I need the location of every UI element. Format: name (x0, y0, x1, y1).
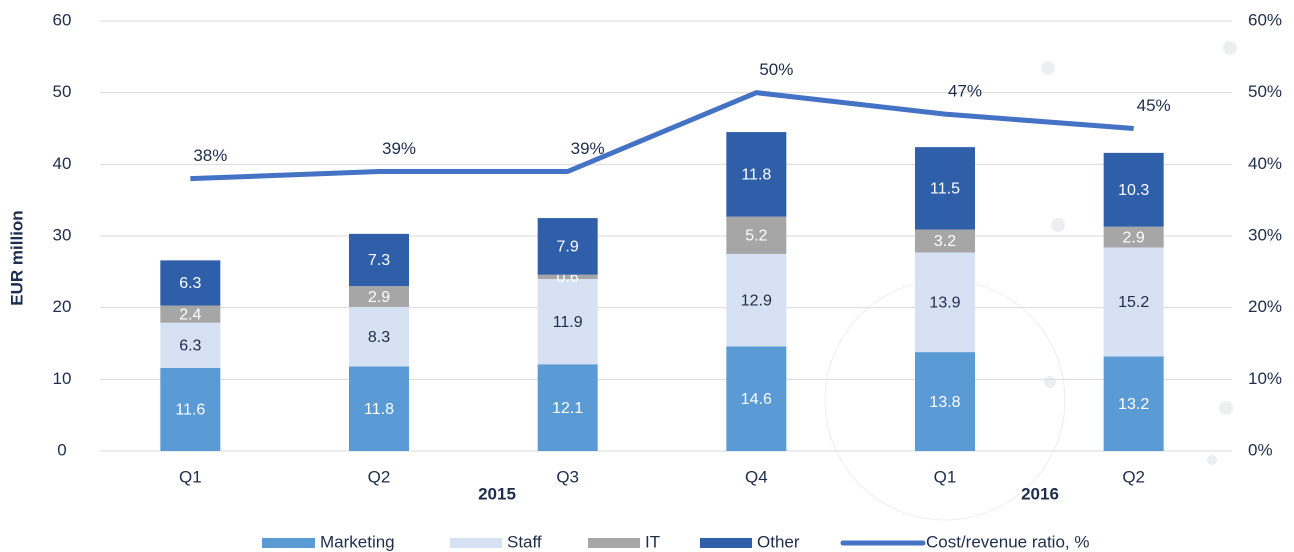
data-label: 2.9 (368, 289, 390, 306)
line-label: 45% (1137, 96, 1171, 115)
y2-tick-label: 0% (1248, 440, 1273, 459)
line-label: 38% (193, 146, 227, 165)
bar-segment (160, 322, 221, 368)
bar-segment (537, 279, 598, 365)
data-label: 11.5 (930, 181, 960, 198)
y2-tick-label: 60% (1248, 10, 1282, 29)
data-label: 11.6 (175, 402, 205, 419)
y2-tick-label: 10% (1248, 369, 1282, 388)
bar-segment (726, 346, 787, 451)
legend-label: Other (757, 532, 800, 551)
data-label: 6.3 (179, 275, 201, 292)
data-label: 2.4 (179, 306, 201, 323)
data-label: 8.3 (368, 329, 390, 346)
legend-swatch (588, 538, 640, 548)
bar-segment (349, 286, 409, 307)
x-tick-label: Q2 (1122, 467, 1145, 486)
y-tick-label: 20 (53, 297, 72, 316)
data-label: 11.8 (364, 401, 394, 418)
y-tick-label: 40 (53, 154, 72, 173)
bar-segment (915, 352, 975, 451)
y2-tick-label: 50% (1248, 82, 1282, 101)
legend-label: IT (645, 532, 660, 551)
bar-segment (537, 218, 598, 275)
data-label: 2.9 (1123, 229, 1145, 246)
bar-segment (349, 366, 409, 451)
bar-segment (537, 274, 598, 279)
bar-segment (915, 147, 975, 230)
bar-segment (1103, 152, 1164, 227)
line-label: 47% (948, 82, 982, 101)
legend-label: Marketing (320, 532, 395, 551)
y-tick-label: 10 (53, 369, 72, 388)
y-tick-label: 50 (53, 82, 72, 101)
line-label: 50% (759, 60, 793, 79)
data-label: 5.2 (745, 228, 767, 245)
data-label: 3.2 (934, 233, 956, 250)
data-label: 15.2 (1118, 294, 1149, 311)
legend-swatch (450, 538, 502, 548)
x-group-label: 2015 (478, 484, 516, 503)
bar-segment (349, 306, 409, 367)
bar-segment (349, 233, 409, 287)
bar-segment (915, 229, 975, 253)
bar-segment (160, 367, 221, 451)
data-label: 11.8 (741, 167, 771, 184)
data-label: 7.9 (557, 239, 579, 256)
y-tick-label: 30 (53, 225, 72, 244)
y2-tick-label: 20% (1248, 297, 1282, 316)
data-label: 12.9 (741, 292, 772, 309)
bar-segment (726, 253, 787, 347)
bar-segment (537, 364, 598, 451)
legend-label: Staff (507, 532, 542, 551)
bar-segment (160, 260, 221, 306)
x-tick-label: Q4 (745, 467, 768, 486)
bar-segment (1103, 356, 1164, 451)
bar-segment (1103, 247, 1164, 357)
background-decoration (824, 41, 1237, 521)
ratio-line (190, 90, 1134, 182)
bar-segment (1103, 226, 1164, 248)
data-label: 14.6 (741, 391, 772, 408)
y-axis-title: EUR million (7, 210, 26, 305)
bar-segment (160, 305, 221, 323)
data-label: 12.1 (552, 400, 583, 417)
y2-tick-label: 40% (1248, 154, 1282, 173)
data-label: 13.2 (1118, 396, 1149, 413)
x-tick-label: Q3 (556, 467, 579, 486)
legend-swatch (262, 538, 315, 548)
x-tick-label: Q2 (368, 467, 391, 486)
line-label: 39% (571, 139, 605, 158)
y2-tick-label: 30% (1248, 225, 1282, 244)
x-group-label: 2016 (1021, 484, 1059, 503)
legend-swatch (700, 538, 752, 548)
data-label: 13.8 (929, 394, 960, 411)
data-label: 7.3 (368, 252, 390, 269)
bar-segment (726, 216, 787, 254)
y-tick-label: 60 (53, 10, 72, 29)
x-tick-label: Q1 (934, 467, 957, 486)
x-tick-label: Q1 (179, 467, 202, 486)
y-tick-label: 0 (57, 440, 66, 459)
data-label: 6.3 (179, 338, 201, 355)
bar-segment (726, 132, 787, 217)
bar-segment (915, 252, 975, 353)
legend-label: Cost/revenue ratio, % (926, 532, 1089, 551)
data-label: 13.9 (929, 295, 960, 312)
data-label: 10.3 (1118, 182, 1149, 199)
data-label: 11.9 (553, 314, 583, 331)
line-label: 39% (382, 139, 416, 158)
